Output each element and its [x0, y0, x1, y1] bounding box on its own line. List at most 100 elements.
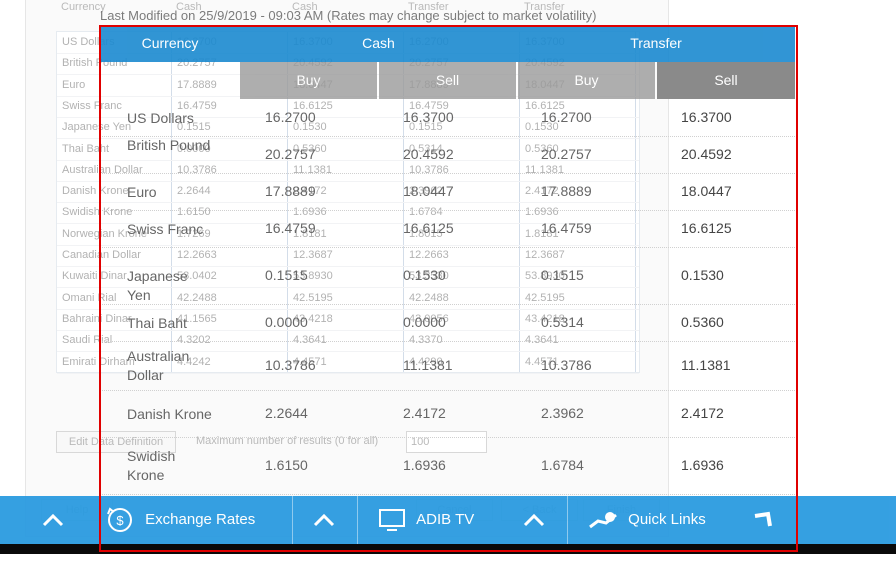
rate-cash-buy: 1.6150 — [265, 457, 308, 473]
preview-cell: 1.6784 — [409, 206, 443, 219]
preview-cell: 10.3786 — [177, 163, 217, 176]
rate-cash-buy: 0.0000 — [265, 314, 308, 330]
max-results-input[interactable]: 100 — [406, 431, 487, 453]
preview-cell: 4.4571 — [293, 355, 327, 368]
last-modified-note: Last Modified on 25/9/2019 - 09:03 AM (R… — [100, 8, 597, 23]
preview-cell: 16.6125 — [525, 99, 565, 112]
rate-cash-buy: 20.2757 — [265, 146, 316, 162]
dialog-col-transfer: Transfer — [524, 1, 565, 13]
preview-cell: 0.5360 — [525, 142, 559, 155]
preview-cell: 4.4242 — [177, 355, 211, 368]
preview-cell: 42.2488 — [409, 291, 449, 304]
rate-transfer-sell: 2.4172 — [681, 405, 724, 421]
preview-row: Omani Rial 42.2488 42.5195 42.2488 42.5195 — [57, 288, 639, 310]
preview-cell: Thai Baht — [62, 142, 110, 155]
quick-links-link[interactable]: Quick Links — [588, 496, 706, 544]
preview-cell: 43.4218 — [293, 312, 333, 325]
dialog-col-transfer: Transfer — [408, 1, 449, 13]
preview-cell: 10.3786 — [409, 163, 449, 176]
preview-cell: 1.8181 — [525, 227, 559, 240]
preview-cell: Swidish Krone — [62, 206, 133, 219]
rate-cash-buy: 10.3786 — [265, 357, 316, 373]
preview-cell: 0.1530 — [525, 121, 559, 134]
rate-transfer-buy: 17.8889 — [541, 183, 592, 199]
rate-transfer-buy: 1.6784 — [541, 457, 584, 473]
preview-cell: 0.1515 — [409, 121, 443, 134]
preview-cell: Omani Rial — [62, 291, 117, 304]
preview-cell: 53.0402 — [177, 270, 217, 283]
hand-icon[interactable] — [752, 496, 774, 544]
preview-cell: 0.5314 — [409, 142, 443, 155]
currency-name: Danish Krone — [127, 406, 212, 422]
preview-cell: Euro — [62, 78, 86, 91]
currency-name: Swidish Krone — [127, 448, 176, 483]
preview-cell: 12.3687 — [293, 249, 333, 261]
preview-cell: 1.8181 — [293, 227, 327, 240]
preview-cell: 0.1515 — [177, 121, 211, 134]
preview-cell: Japanese Yen — [62, 121, 132, 134]
preview-cell: 0.1530 — [293, 121, 327, 134]
chevron-up-icon[interactable] — [42, 496, 64, 544]
preview-cell: 0.5360 — [293, 142, 327, 155]
quick-links-label: Quick Links — [628, 511, 706, 528]
monitor-icon — [378, 509, 410, 532]
preview-cell: 2.3962 — [409, 185, 443, 198]
preview-cell: 53.8930 — [293, 270, 333, 283]
rate-row: Euro 17.8889 18.0447 17.8889 18.0447 — [100, 173, 795, 211]
rate-transfer-buy: 10.3786 — [541, 357, 592, 373]
bottom-nav-bar: $ Exchange Rates ADIB TV Quick Links — [0, 496, 896, 544]
adib-tv-link[interactable]: ADIB TV — [378, 496, 474, 544]
table-header: Currency Cash Transfer — [100, 25, 795, 62]
chevron-up-icon[interactable] — [523, 496, 545, 544]
rate-cash-sell: 2.4172 — [403, 405, 446, 421]
preview-cell: 12.2663 — [177, 249, 217, 261]
rate-transfer-buy: 16.2700 — [541, 109, 592, 125]
rate-transfer-buy: 0.5314 — [541, 314, 584, 330]
preview-cell: 4.3641 — [293, 334, 327, 347]
rate-transfer-sell: 0.5360 — [681, 314, 724, 330]
preview-cell: 11.1381 — [525, 163, 564, 176]
rate-cash-sell: 1.6936 — [403, 457, 446, 473]
preview-cell: Swiss Franc — [62, 99, 122, 112]
preview-cell: 16.4759 — [177, 99, 217, 112]
preview-row: Norwegian Krone 1.7269 1.8181 1.8015 1.8181 — [57, 224, 639, 246]
preview-cell: Canadian Dollar — [62, 249, 141, 261]
subheader-transfer-sell: Sell — [657, 62, 795, 99]
exchange-rates-label: Exchange Rates — [145, 511, 256, 528]
subheader-cash-sell: Sell — [379, 62, 516, 99]
rate-row: Swiss Franc 16.4759 16.6125 16.4759 16.6125 — [100, 210, 795, 248]
preview-cell: Australian Dollar — [62, 163, 143, 176]
rate-row: British Pound 20.2757 20.4592 20.2757 20.459… — [100, 136, 795, 174]
exchange-rates-icon: $ — [105, 507, 139, 533]
preview-row: Canadian Dollar 12.2663 12.3687 12.2663 12.3… — [57, 245, 639, 267]
preview-row: Swiss Franc 16.4759 16.6125 16.4759 16.6125 — [57, 96, 639, 118]
dialog-col-cash: Cash — [292, 1, 318, 13]
rate-transfer-sell: 11.1381 — [681, 357, 731, 373]
exchange-rates-link[interactable]: $ Exchange Rates — [105, 496, 255, 544]
preview-cell: 4.3202 — [177, 334, 211, 347]
rate-row: Australian Dollar 10.3786 11.1381 10.3786 11… — [100, 341, 795, 391]
preview-cell: 0.0000 — [177, 142, 211, 155]
rate-cash-sell: 18.0447 — [403, 183, 454, 199]
currency-name: US Dollars — [127, 110, 194, 126]
preview-row: Emirati Dirham 4.4242 4.4571 4.4290 4.4571 — [57, 352, 639, 374]
rate-cash-sell: 20.4592 — [403, 146, 454, 162]
preview-cell: 1.6150 — [177, 206, 211, 219]
rate-transfer-buy: 2.3962 — [541, 405, 584, 421]
preview-cell: 42.5195 — [293, 291, 333, 304]
preview-row: Thai Baht 0.0000 0.5360 0.5314 0.5360 — [57, 139, 639, 161]
rate-transfer-sell: 18.0447 — [681, 183, 732, 199]
header-cash: Cash — [362, 35, 395, 51]
preview-cell: 41.1565 — [177, 312, 217, 325]
edit-data-definition-button[interactable]: Edit Data Definition — [56, 431, 176, 453]
rate-transfer-sell: 0.1530 — [681, 267, 724, 283]
preview-cell: 1.6936 — [293, 206, 327, 219]
preview-cell: 4.4571 — [525, 355, 559, 368]
preview-cell: 12.2663 — [409, 249, 449, 261]
rate-transfer-sell: 20.4592 — [681, 146, 732, 162]
preview-cell: Danish Krone — [62, 185, 129, 198]
preview-cell: 1.8015 — [409, 227, 443, 240]
preview-cell: 2.4172 — [525, 185, 559, 198]
preview-cell: 43.0056 — [409, 312, 449, 325]
chevron-up-icon[interactable] — [313, 496, 335, 544]
